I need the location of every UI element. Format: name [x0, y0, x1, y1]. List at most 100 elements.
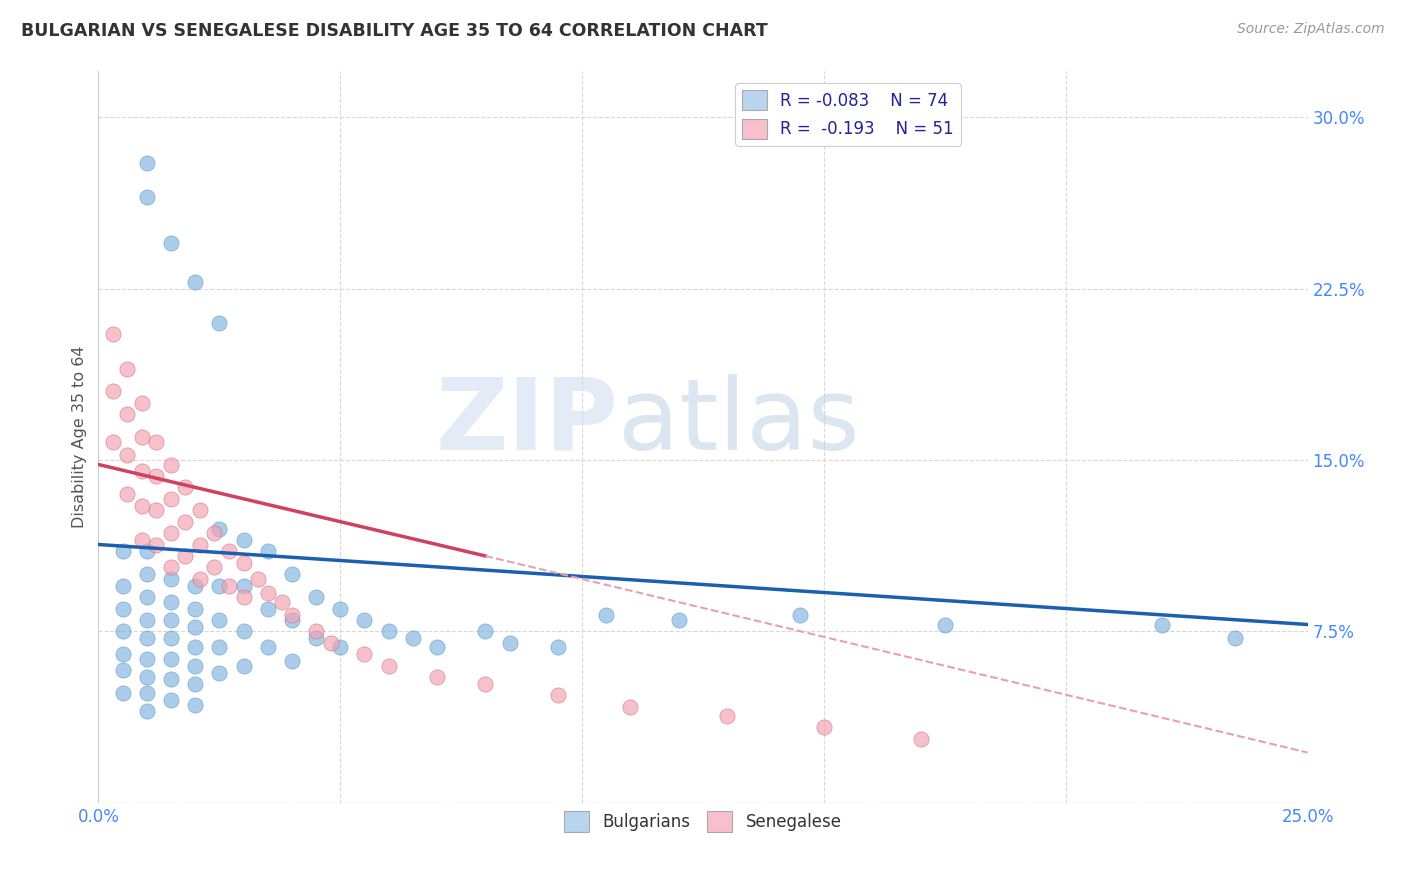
Point [319, 636, 342, 650]
Point [498, 636, 520, 650]
Point [111, 686, 134, 700]
Point [135, 670, 157, 684]
Point [160, 572, 183, 586]
Point [353, 613, 375, 627]
Point [131, 396, 153, 410]
Point [305, 624, 328, 639]
Point [208, 316, 231, 330]
Point [547, 689, 569, 703]
Point [160, 632, 183, 646]
Point [111, 663, 134, 677]
Point [184, 640, 207, 655]
Point [111, 544, 134, 558]
Point [135, 686, 157, 700]
Text: ZIP: ZIP [436, 374, 619, 471]
Point [145, 469, 167, 483]
Point [281, 567, 304, 582]
Point [426, 670, 449, 684]
Point [218, 579, 240, 593]
Y-axis label: Disability Age 35 to 64: Disability Age 35 to 64 [72, 346, 87, 528]
Point [117, 449, 139, 463]
Point [131, 464, 153, 478]
Point [232, 624, 254, 639]
Point [188, 503, 211, 517]
Point [910, 731, 932, 746]
Point [595, 608, 617, 623]
Point [813, 720, 835, 734]
Point [668, 613, 690, 627]
Point [619, 699, 641, 714]
Point [184, 275, 207, 289]
Point [160, 560, 183, 574]
Point [232, 533, 254, 547]
Point [204, 526, 226, 541]
Point [160, 235, 183, 250]
Point [145, 537, 167, 551]
Point [402, 632, 425, 646]
Point [232, 658, 254, 673]
Point [184, 579, 207, 593]
Legend: Bulgarians, Senegalese: Bulgarians, Senegalese [558, 805, 848, 838]
Point [218, 544, 240, 558]
Point [101, 384, 124, 399]
Point [117, 487, 139, 501]
Point [329, 601, 352, 615]
Point [160, 652, 183, 666]
Point [232, 556, 254, 570]
Point [184, 620, 207, 634]
Point [145, 503, 167, 517]
Point [135, 567, 157, 582]
Point [117, 361, 139, 376]
Point [111, 601, 134, 615]
Point [160, 526, 183, 541]
Point [377, 624, 399, 639]
Point [111, 624, 134, 639]
Point [208, 579, 231, 593]
Point [160, 673, 183, 687]
Point [188, 572, 211, 586]
Point [474, 677, 496, 691]
Point [789, 608, 811, 623]
Point [131, 533, 153, 547]
Point [160, 613, 183, 627]
Point [208, 613, 231, 627]
Point [174, 515, 197, 529]
Point [305, 590, 328, 604]
Point [117, 407, 139, 421]
Point [135, 590, 157, 604]
Point [145, 434, 167, 449]
Point [135, 613, 157, 627]
Point [204, 560, 226, 574]
Point [101, 434, 124, 449]
Point [184, 601, 207, 615]
Point [135, 155, 157, 169]
Point [281, 608, 304, 623]
Point [716, 709, 738, 723]
Text: atlas: atlas [619, 374, 860, 471]
Point [131, 430, 153, 444]
Point [135, 190, 157, 204]
Point [174, 549, 197, 563]
Point [256, 585, 278, 599]
Point [256, 640, 278, 655]
Point [135, 705, 157, 719]
Point [256, 601, 278, 615]
Point [247, 572, 270, 586]
Point [174, 480, 197, 494]
Point [188, 537, 211, 551]
Point [305, 632, 328, 646]
Point [135, 544, 157, 558]
Point [135, 652, 157, 666]
Point [547, 640, 569, 655]
Point [281, 654, 304, 668]
Point [208, 521, 231, 535]
Point [184, 677, 207, 691]
Text: Source: ZipAtlas.com: Source: ZipAtlas.com [1237, 22, 1385, 37]
Point [934, 617, 956, 632]
Text: BULGARIAN VS SENEGALESE DISABILITY AGE 35 TO 64 CORRELATION CHART: BULGARIAN VS SENEGALESE DISABILITY AGE 3… [21, 22, 768, 40]
Point [377, 658, 399, 673]
Point [184, 698, 207, 712]
Point [208, 665, 231, 680]
Point [474, 624, 496, 639]
Point [1152, 617, 1174, 632]
